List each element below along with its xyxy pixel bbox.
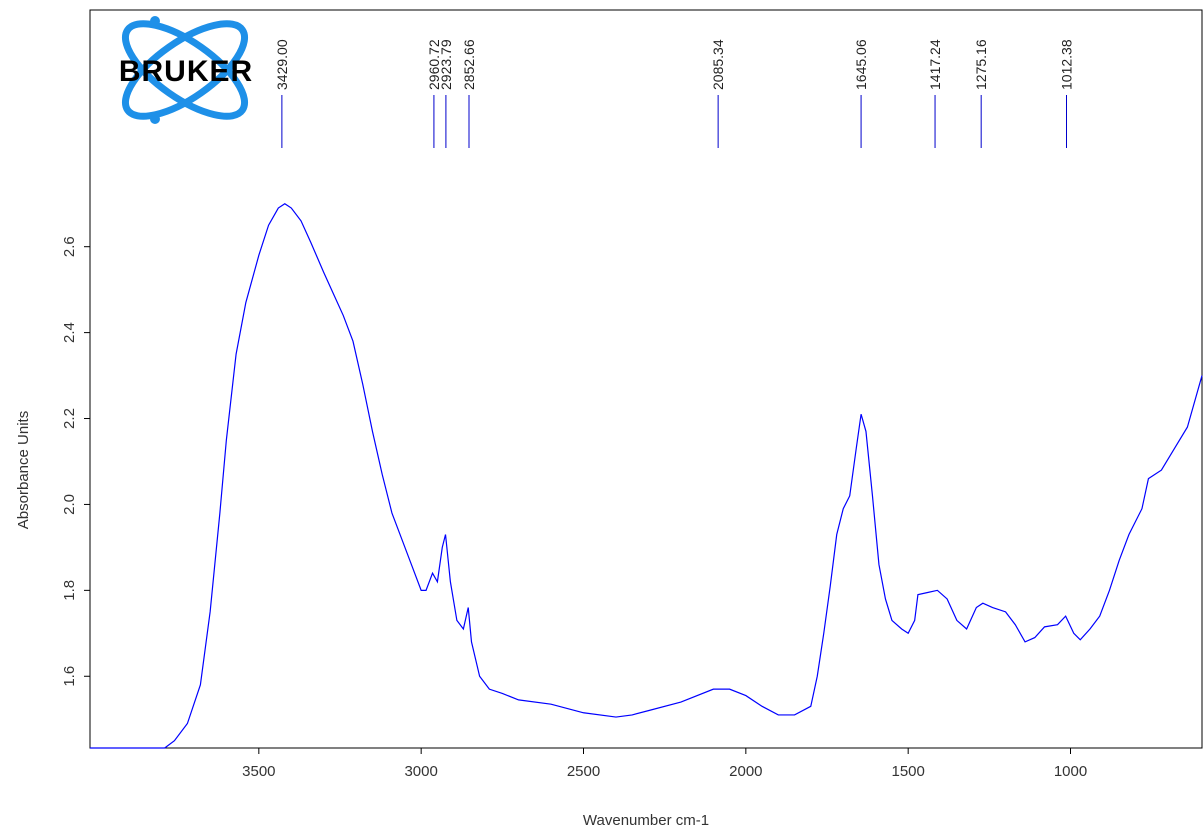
y-tick-label: 1.8 bbox=[61, 580, 78, 601]
x-tick-label: 2500 bbox=[567, 763, 600, 780]
peak-label: 1012.38 bbox=[1058, 39, 1074, 90]
x-axis-title: Wavenumber cm-1 bbox=[583, 812, 709, 829]
x-tick-label: 3000 bbox=[404, 763, 437, 780]
logo-orbit bbox=[121, 20, 249, 120]
logo-text: BRUKER bbox=[119, 55, 253, 88]
peak-label: 3429.00 bbox=[274, 39, 290, 90]
x-tick-label: 2000 bbox=[729, 763, 762, 780]
peak-label: 1645.06 bbox=[853, 39, 869, 90]
peak-label: 2923.79 bbox=[438, 39, 454, 90]
logo-orbit bbox=[121, 20, 249, 120]
y-tick-label: 2.0 bbox=[61, 494, 78, 515]
y-tick-label: 2.2 bbox=[61, 408, 78, 429]
x-tick-label: 1000 bbox=[1054, 763, 1087, 780]
y-tick-label: 2.6 bbox=[61, 236, 78, 257]
x-tick-label: 3500 bbox=[242, 763, 275, 780]
peak-label: 1417.24 bbox=[927, 39, 943, 90]
plot-frame bbox=[89, 9, 1203, 749]
logo-dot bbox=[150, 114, 160, 124]
peak-label: 1275.16 bbox=[973, 39, 989, 90]
x-tick-label: 1500 bbox=[891, 763, 924, 780]
peak-label: 2085.34 bbox=[710, 39, 726, 90]
spectrum-line bbox=[90, 203, 1203, 749]
y-tick-label: 1.6 bbox=[61, 666, 78, 687]
y-axis-title: Absorbance Units bbox=[15, 411, 32, 529]
peak-label: 2960.72 bbox=[426, 39, 442, 90]
y-tick-label: 2.4 bbox=[61, 322, 78, 343]
logo: BRUKER bbox=[119, 16, 253, 124]
logo-dot bbox=[150, 16, 160, 26]
peak-label: 2852.66 bbox=[461, 39, 477, 90]
